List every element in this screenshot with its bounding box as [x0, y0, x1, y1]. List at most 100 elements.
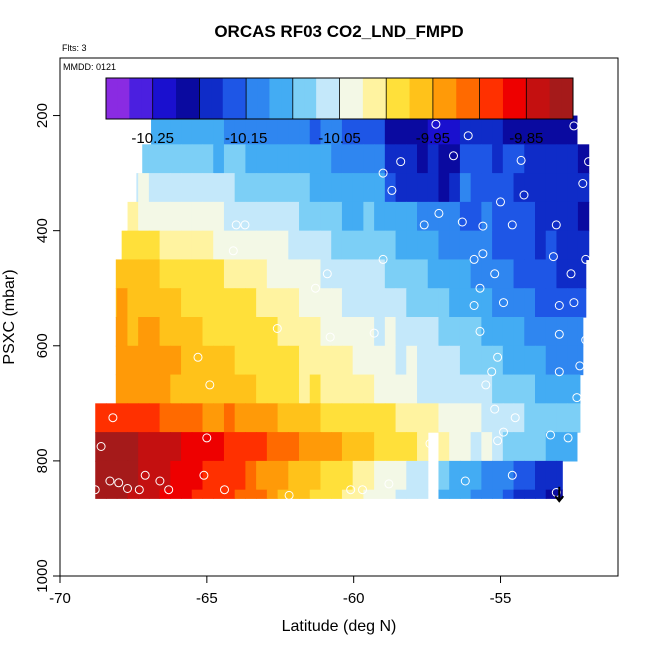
heatmap-cell	[138, 460, 150, 491]
heatmap-cell	[223, 115, 236, 145]
heatmap-cell	[245, 173, 257, 203]
heatmap-cell	[320, 144, 332, 174]
heatmap-cell	[406, 317, 418, 347]
heatmap-cell	[384, 403, 397, 433]
heatmap-cell	[449, 432, 461, 462]
colorbar-segment	[152, 78, 165, 119]
heatmap-cell	[384, 173, 397, 203]
heatmap-cell	[256, 144, 268, 174]
colorbar-segment	[129, 78, 142, 119]
sample-point	[311, 283, 320, 293]
colorbar-segment	[106, 78, 119, 119]
heatmap-cell	[256, 173, 268, 203]
colorbar-segment	[444, 78, 457, 119]
heatmap-cell	[105, 432, 118, 462]
heatmap-cell	[567, 432, 578, 462]
heatmap-cell	[577, 317, 584, 347]
heatmap-cell	[331, 317, 343, 347]
heatmap-cell	[191, 201, 204, 232]
heatmap-cell	[331, 374, 343, 404]
heatmap-cell	[299, 345, 311, 376]
heatmap-cell	[352, 403, 364, 433]
heatmap-cell	[352, 230, 364, 261]
heatmap-cell	[223, 201, 236, 232]
heatmap-cell	[245, 460, 257, 491]
sample-point	[493, 436, 503, 446]
sample-point	[569, 121, 579, 131]
heatmap-cell	[181, 317, 193, 347]
heatmap-cell	[202, 489, 214, 499]
colorbar-segment	[339, 78, 352, 119]
heatmap-cell	[449, 173, 461, 203]
heatmap-cell	[181, 259, 193, 289]
heatmap-cell	[159, 201, 171, 232]
heatmap-cell	[438, 460, 450, 491]
sample-point	[358, 485, 367, 495]
heatmap-cell	[567, 230, 579, 261]
colorbar-tick-label: -10.25	[131, 130, 174, 147]
sample-point	[563, 433, 573, 443]
heatmap-cell	[363, 288, 375, 318]
heatmap-cell	[234, 489, 247, 499]
heatmap-cell	[256, 317, 268, 347]
heatmap-cell	[492, 288, 504, 318]
heatmap-cell	[438, 288, 450, 318]
colorbar-segment	[362, 78, 376, 119]
heatmap-cell	[148, 460, 161, 491]
heatmap-cell	[256, 374, 268, 404]
heatmap-cell	[331, 288, 343, 318]
date-note: MMDD: 0121	[63, 62, 116, 72]
heatmap-cell	[363, 345, 375, 376]
heatmap-cell	[374, 288, 386, 318]
heatmap-cell	[331, 173, 343, 203]
heatmap-cell	[213, 345, 225, 376]
heatmap-cell	[545, 115, 558, 145]
heatmap-cell	[545, 201, 558, 232]
heatmap-cell	[341, 432, 354, 462]
sample-point	[419, 220, 429, 230]
heatmap-cell	[202, 432, 214, 462]
heatmap-cell	[159, 230, 171, 261]
heatmap-cell	[309, 144, 322, 174]
sample-point	[475, 326, 485, 336]
heatmap-cell	[363, 173, 375, 203]
heatmap-cell	[105, 403, 118, 433]
colorbar-segment	[479, 78, 492, 119]
heatmap-cell	[567, 144, 579, 174]
heatmap-cell	[556, 144, 568, 174]
heatmap-cell	[524, 144, 536, 174]
heatmap-cell	[384, 115, 397, 145]
heatmap-cell	[170, 317, 182, 347]
heatmap-cell	[417, 403, 429, 433]
heatmap-cell	[266, 288, 279, 318]
heatmap-cell	[567, 259, 579, 289]
heatmap-cell	[406, 374, 418, 404]
heatmap-cell	[535, 115, 547, 145]
colorbar-segment	[281, 78, 294, 119]
colorbar-segment	[246, 78, 259, 119]
heatmap-cell	[535, 374, 547, 404]
heatmap-cell	[245, 432, 257, 462]
heatmap-cell	[266, 345, 279, 376]
heatmap-cell	[266, 259, 279, 289]
colorbar-segment	[537, 78, 551, 119]
heatmap-cell	[320, 317, 332, 347]
heatmap-cell	[181, 403, 193, 433]
heatmap-cell	[374, 489, 386, 499]
colorbar-tick-label: -10.05	[318, 130, 361, 147]
heatmap-cell	[427, 173, 440, 203]
heatmap-cell	[245, 345, 257, 376]
heatmap-cell	[256, 115, 268, 145]
heatmap-cell	[148, 259, 161, 289]
heatmap-cell	[363, 489, 375, 499]
heatmap-cell	[341, 201, 354, 232]
sample-point	[551, 220, 561, 230]
colorbar-segment	[304, 78, 317, 119]
heatmap-cell	[127, 201, 139, 232]
heatmap-cell	[266, 173, 279, 203]
heatmap-cell	[545, 173, 558, 203]
heatmap-cell	[459, 259, 472, 289]
x-tick-label: -65	[196, 590, 218, 607]
heatmap-cell	[277, 115, 289, 145]
